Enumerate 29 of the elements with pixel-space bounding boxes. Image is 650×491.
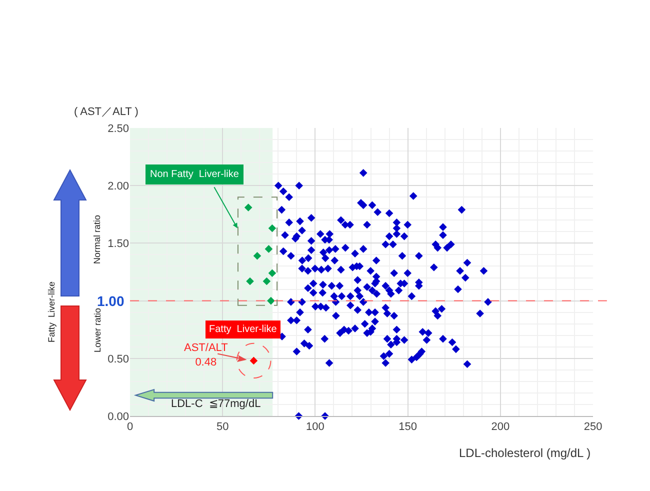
x-tick-label: 150	[398, 421, 417, 434]
band-label: LDL-C ≦77mg/dL	[171, 398, 261, 410]
y-tick-label: 2.50	[108, 122, 129, 135]
point	[268, 269, 276, 278]
y-tick-label: 0.50	[108, 353, 129, 366]
x-tick-label: 100	[306, 421, 324, 434]
y-tick-label: 1.50	[108, 238, 129, 250]
x-tick-label: 250	[584, 421, 602, 434]
y-tick-label: 2.00	[108, 180, 129, 192]
ref-line-label: 1.00	[97, 293, 124, 309]
x-tick-label: 0	[126, 421, 134, 434]
text: Lower ratio	[92, 308, 102, 352]
point	[246, 277, 254, 286]
point	[262, 277, 271, 286]
point	[253, 252, 262, 260]
point	[244, 204, 252, 212]
x-tick-label: 200	[491, 421, 510, 434]
y-axis-title: ( AST／ALT )	[74, 106, 138, 118]
annotation: Fatty Liver-like	[209, 324, 278, 335]
text: Fatty Liver-like	[46, 281, 56, 342]
point	[267, 296, 275, 305]
x-axis-title: LDL-cholesterol (mg/dL )	[459, 446, 591, 460]
x-tick-label: 50	[216, 421, 229, 434]
point	[268, 224, 276, 232]
point	[264, 245, 273, 253]
annotation: Non Fatty Liver-like	[150, 169, 240, 180]
y-tick-label: 0.00	[108, 410, 129, 423]
annotation: AST/ALT 0.48	[184, 342, 228, 368]
text: Normal ratio	[92, 214, 102, 264]
